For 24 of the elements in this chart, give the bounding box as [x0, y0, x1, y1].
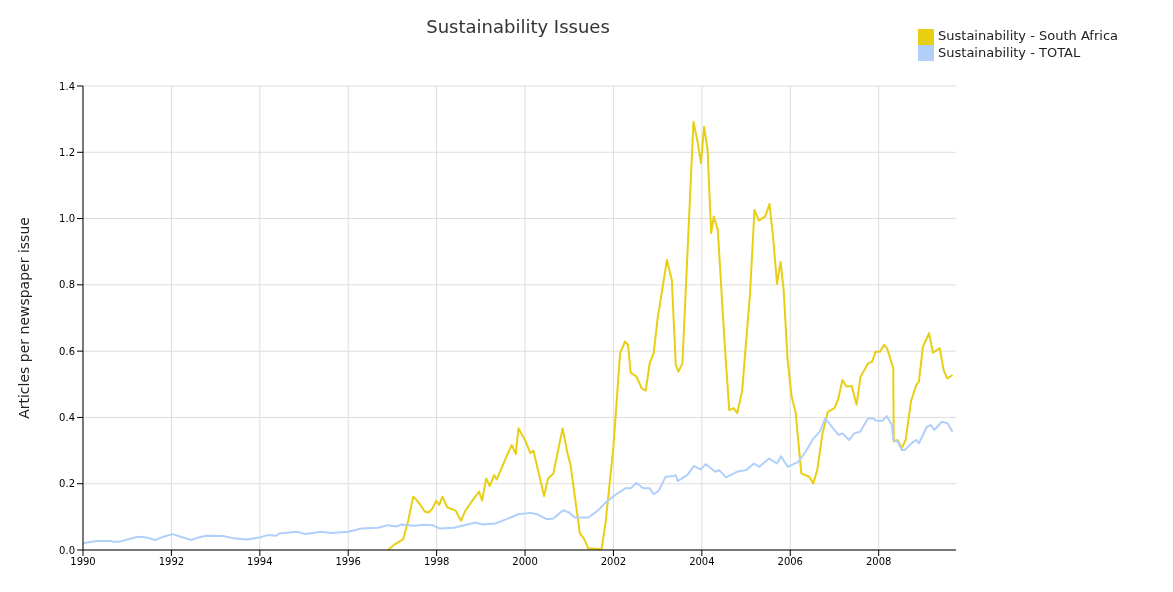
x-tick-label: 2006 — [777, 556, 803, 568]
x-tick-label: 2004 — [689, 556, 715, 568]
x-tick-label: 1992 — [158, 556, 185, 568]
chart-title: Sustainability Issues — [426, 16, 610, 37]
x-tick-label: 1994 — [247, 556, 273, 568]
x-tick-label: 1990 — [70, 556, 96, 568]
x-tick-label: 2000 — [512, 556, 538, 568]
x-tick-label: 2008 — [865, 556, 892, 568]
legend-label: Sustainability - South Africa — [938, 28, 1118, 43]
y-tick-label: 1.4 — [59, 80, 75, 92]
legend-label: Sustainability - TOTAL — [938, 44, 1081, 60]
y-tick-label: 0.6 — [59, 345, 75, 357]
y-tick-label: 1.2 — [59, 146, 75, 158]
y-tick-label: 0.4 — [59, 411, 75, 423]
x-tick-label: 1998 — [423, 556, 450, 568]
y-tick-label: 1.0 — [59, 213, 75, 225]
y-axis-title: Articles per newspaper issue — [15, 217, 32, 419]
x-tick-label: 1996 — [335, 556, 361, 568]
line-series — [387, 120, 954, 550]
x-tick-label: 2002 — [600, 556, 627, 568]
y-tick-label: 0.2 — [59, 478, 75, 490]
line-series — [83, 415, 954, 545]
y-tick-label: 0.8 — [59, 279, 75, 291]
y-tick-label: 0.0 — [59, 544, 75, 556]
